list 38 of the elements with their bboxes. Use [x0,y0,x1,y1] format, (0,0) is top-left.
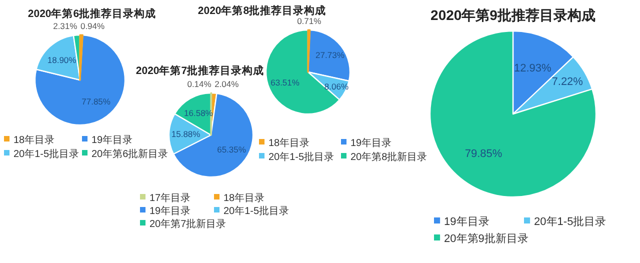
data-label: 2.31% [53,21,78,32]
data-label: 0.71% [297,16,322,26]
legend-label: 19年目录 [444,216,490,228]
data-label: 65.35% [217,144,246,155]
legend-label: 19年目录 [92,134,133,146]
legend-label: 20年1-5批目录 [224,205,290,217]
legend-label: 20年第9批新目录 [444,232,528,245]
data-label: 15.88% [171,129,201,140]
pie-slice [79,34,84,81]
chart-title: 2020年第6批推荐目录构成 [28,7,156,20]
legend-label: 19年目录 [350,137,392,149]
chart-title: 2020年第8批推荐目录构成 [198,4,326,17]
data-label: 77.85% [82,96,111,107]
legend-label: 18年目录 [14,134,55,146]
chart-title: 2020年第7批推荐目录构成 [136,64,264,77]
legend-label: 17年目录 [150,192,191,204]
legend-label: 18年目录 [268,137,310,149]
legend-label: 20年第8批新目录 [350,151,428,163]
data-label: 12.93% [514,62,552,74]
chart-title: 2020年第9批推荐目录构成 [430,7,596,23]
data-label: 7.22% [552,76,584,88]
legend-label: 20年1-5批目录 [268,151,334,163]
data-label: 0.14% [187,79,212,89]
legend-label: 20年1-5批目录 [14,148,80,160]
pie-slice [172,92,254,178]
legend-label: 18年目录 [224,192,265,204]
legend-label: 20年第6批新目录 [92,148,168,160]
data-label: 2.04% [214,79,240,90]
data-label: 0.94% [80,21,106,32]
pie-slice [429,30,597,198]
pie-slice [34,34,126,126]
legend-label: 20年1-5批目录 [534,216,606,228]
data-label: 18.90% [47,55,77,66]
legend-label: 20年第7批新目录 [150,218,226,230]
legend-label: 19年目录 [150,205,191,217]
data-label: 79.85% [464,148,502,160]
data-label: 27.73% [316,50,345,60]
data-label: 63.51% [270,77,300,88]
